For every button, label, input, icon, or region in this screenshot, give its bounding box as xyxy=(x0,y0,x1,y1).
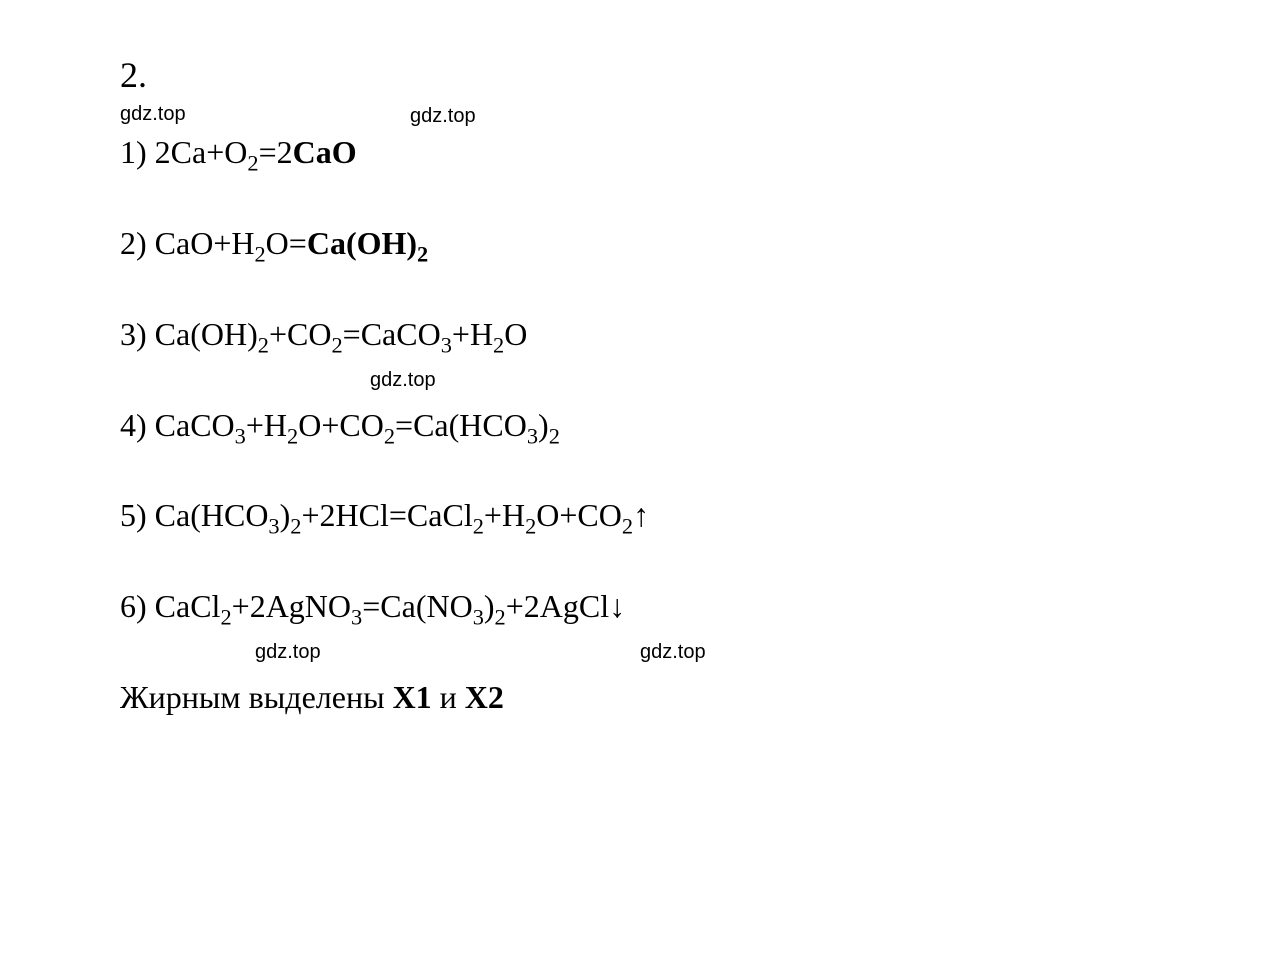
eq3-part3: =CaCO xyxy=(343,316,441,352)
equation-6: 6) CaCl2+2AgNO3=Ca(NO3)2+2AgCl gdz.top g… xyxy=(120,584,1155,633)
equation-4: 4) CaCO3+H2O+CO2=Ca(HCO3)2 xyxy=(120,403,1155,452)
eq2-part2: O= xyxy=(266,225,307,261)
equation-2: 2) CaO+H2O=Ca(OH)2 xyxy=(120,221,1155,270)
eq1-part1: 2Ca+O xyxy=(155,134,248,170)
arrow-up-icon xyxy=(633,497,649,533)
eq4-part5: ) xyxy=(538,407,549,443)
eq4-sub2: 2 xyxy=(287,423,298,448)
eq6-sub2: 3 xyxy=(351,605,362,630)
eq6-part4: ) xyxy=(484,588,495,624)
eq6-sub4: 2 xyxy=(495,605,506,630)
eq5-part2: ) xyxy=(280,497,291,533)
bottom-note: Жирным выделены X1 и X2 xyxy=(120,675,1155,720)
eq3-sub2: 2 xyxy=(331,332,342,357)
eq3-part2: +CO xyxy=(269,316,332,352)
eq6-part5: +2AgCl xyxy=(506,588,609,624)
equation-1: gdz.top gdz.top 1) 2Ca+O2=2CaO xyxy=(120,130,1155,179)
eq2-sub1: 2 xyxy=(254,242,265,267)
eq5-part3: +2HCl=CaCl xyxy=(301,497,472,533)
arrow-down-icon xyxy=(609,588,625,624)
eq6-part1: CaCl xyxy=(155,588,221,624)
eq4-part2: +H xyxy=(246,407,287,443)
eq6-sub3: 3 xyxy=(473,605,484,630)
eq5-sub1: 3 xyxy=(268,514,279,539)
equation-5: 5) Ca(HCO3)2+2HCl=CaCl2+H2O+CO2 xyxy=(120,493,1155,542)
eq5-sub4: 2 xyxy=(525,514,536,539)
eq1-number: 1) xyxy=(120,134,147,170)
watermark-2: gdz.top xyxy=(410,102,476,130)
eq3-part5: O xyxy=(504,316,527,352)
eq2-part1: CaO+H xyxy=(155,225,255,261)
eq1-sub1: 2 xyxy=(247,151,258,176)
eq5-number: 5) xyxy=(120,497,147,533)
bottom-bold1: X1 xyxy=(393,679,432,715)
eq6-number: 6) xyxy=(120,588,147,624)
problem-number: 2. xyxy=(120,50,1155,100)
bottom-bold2: X2 xyxy=(465,679,504,715)
eq5-part1: Ca(HCO xyxy=(155,497,269,533)
eq3-part4: +H xyxy=(452,316,493,352)
eq6-part3: =Ca(NO xyxy=(362,588,472,624)
eq4-part1: CaCO xyxy=(155,407,235,443)
eq5-sub3: 2 xyxy=(473,514,484,539)
eq2-bold1: Ca(OH) xyxy=(307,225,417,261)
watermark-1: gdz.top xyxy=(120,100,186,128)
eq6-sub1: 2 xyxy=(220,605,231,630)
eq4-part3: O+CO xyxy=(298,407,384,443)
eq3-sub4: 2 xyxy=(493,332,504,357)
eq4-sub4: 3 xyxy=(527,423,538,448)
eq5-part4: +H xyxy=(484,497,525,533)
eq5-sub5: 2 xyxy=(622,514,633,539)
eq5-sub2: 2 xyxy=(290,514,301,539)
eq3-part1: Ca(OH) xyxy=(155,316,258,352)
equation-3: 3) Ca(OH)2+CO2=CaCO3+H2O gdz.top xyxy=(120,312,1155,361)
eq5-part5: O+CO xyxy=(536,497,622,533)
eq6-part2: +2AgNO xyxy=(232,588,351,624)
eq4-sub1: 3 xyxy=(235,423,246,448)
eq4-number: 4) xyxy=(120,407,147,443)
eq2-boldsub: 2 xyxy=(417,242,428,267)
eq4-part4: =Ca(HCO xyxy=(395,407,527,443)
eq4-sub3: 2 xyxy=(384,423,395,448)
eq1-bold: CaO xyxy=(293,134,357,170)
eq1-part2: =2 xyxy=(259,134,293,170)
eq3-sub3: 3 xyxy=(441,332,452,357)
eq4-sub5: 2 xyxy=(549,423,560,448)
eq3-number: 3) xyxy=(120,316,147,352)
watermark-3: gdz.top xyxy=(370,366,436,394)
watermark-5: gdz.top xyxy=(640,638,706,666)
watermark-4: gdz.top xyxy=(255,638,321,666)
eq2-number: 2) xyxy=(120,225,147,261)
bottom-text2: и xyxy=(432,679,465,715)
eq3-sub1: 2 xyxy=(258,332,269,357)
bottom-text1: Жирным выделены xyxy=(120,679,393,715)
